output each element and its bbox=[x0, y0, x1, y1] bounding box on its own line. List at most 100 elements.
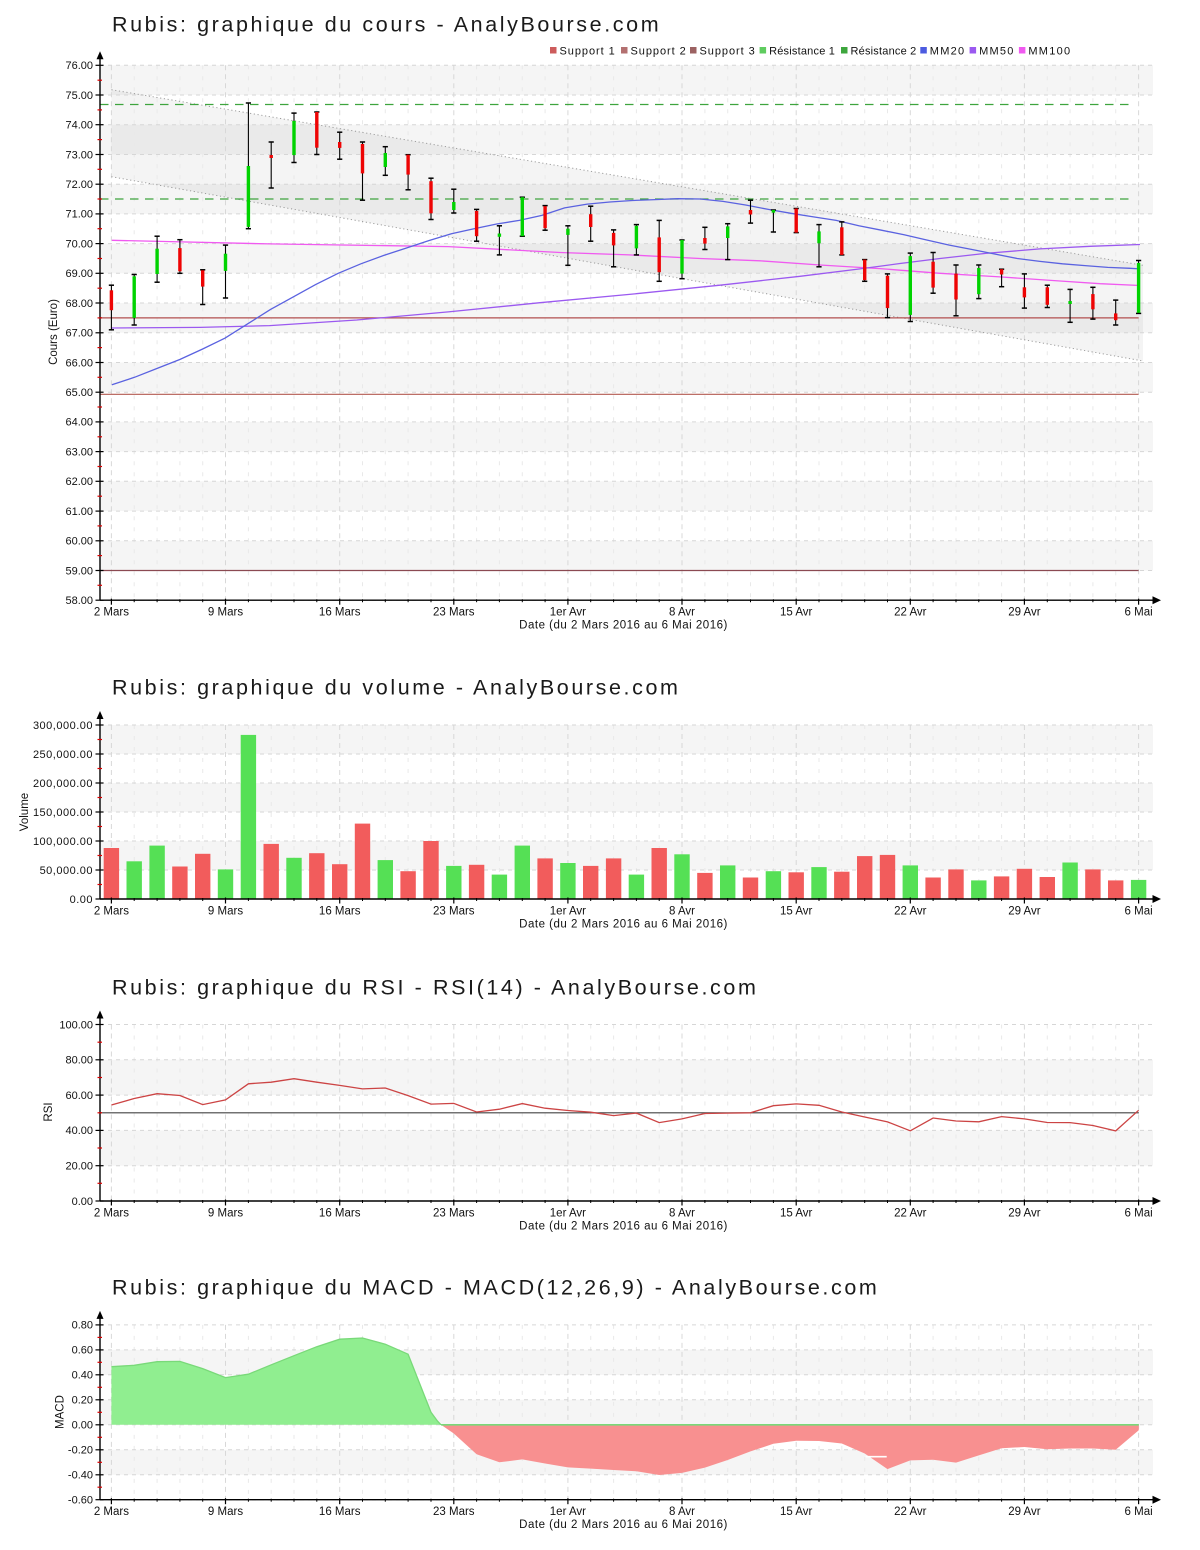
svg-text:50,000.00: 50,000.00 bbox=[40, 865, 93, 877]
svg-text:58.00: 58.00 bbox=[65, 595, 93, 607]
svg-text:2 Mars: 2 Mars bbox=[94, 1506, 129, 1518]
svg-text:65.00: 65.00 bbox=[65, 387, 93, 399]
svg-text:16 Mars: 16 Mars bbox=[319, 1506, 361, 1518]
svg-text:40.00: 40.00 bbox=[65, 1125, 93, 1137]
svg-text:29 Avr: 29 Avr bbox=[1008, 607, 1041, 619]
svg-text:22 Avr: 22 Avr bbox=[894, 1208, 927, 1220]
svg-text:MM100: MM100 bbox=[1028, 46, 1071, 58]
svg-text:1er Avr: 1er Avr bbox=[550, 607, 586, 619]
svg-text:9 Mars: 9 Mars bbox=[208, 607, 243, 619]
svg-text:23 Mars: 23 Mars bbox=[433, 1208, 475, 1220]
svg-text:68.00: 68.00 bbox=[65, 298, 93, 310]
svg-text:150,000.00: 150,000.00 bbox=[33, 807, 93, 819]
svg-text:16 Mars: 16 Mars bbox=[319, 906, 361, 918]
svg-text:8 Avr: 8 Avr bbox=[669, 1208, 695, 1220]
svg-text:8 Avr: 8 Avr bbox=[669, 1506, 695, 1518]
svg-text:0.00: 0.00 bbox=[72, 1196, 93, 1208]
svg-text:250,000.00: 250,000.00 bbox=[33, 749, 93, 761]
svg-text:66.00: 66.00 bbox=[65, 357, 93, 369]
svg-text:15 Avr: 15 Avr bbox=[780, 1506, 813, 1518]
svg-text:6 Mai: 6 Mai bbox=[1125, 1506, 1153, 1518]
svg-text:15 Avr: 15 Avr bbox=[780, 1208, 813, 1220]
svg-text:100,000.00: 100,000.00 bbox=[33, 836, 93, 848]
svg-text:100.00: 100.00 bbox=[59, 1019, 93, 1031]
svg-text:Date (du 2 Mars 2016 au 6 Mai: Date (du 2 Mars 2016 au 6 Mai 2016) bbox=[519, 620, 728, 632]
svg-text:8 Avr: 8 Avr bbox=[669, 607, 695, 619]
svg-text:63.00: 63.00 bbox=[65, 446, 93, 458]
svg-text:2 Mars: 2 Mars bbox=[94, 1208, 129, 1220]
svg-text:22 Avr: 22 Avr bbox=[894, 607, 927, 619]
svg-text:Rubis: graphique du volume - A: Rubis: graphique du volume - AnalyBourse… bbox=[112, 676, 681, 700]
svg-text:67.00: 67.00 bbox=[65, 328, 93, 340]
svg-text:74.00: 74.00 bbox=[65, 120, 93, 132]
svg-text:1er Avr: 1er Avr bbox=[550, 1506, 586, 1518]
svg-text:22 Avr: 22 Avr bbox=[894, 906, 927, 918]
svg-text:Date (du 2 Mars 2016 au 6 Mai: Date (du 2 Mars 2016 au 6 Mai 2016) bbox=[519, 1519, 728, 1531]
svg-text:1er Avr: 1er Avr bbox=[550, 906, 586, 918]
svg-text:Support 1: Support 1 bbox=[560, 46, 616, 58]
svg-text:71.00: 71.00 bbox=[65, 209, 93, 221]
svg-text:Support 3: Support 3 bbox=[700, 46, 756, 58]
svg-text:0.20: 0.20 bbox=[72, 1395, 93, 1407]
svg-text:-0.40: -0.40 bbox=[68, 1470, 93, 1482]
svg-text:200,000.00: 200,000.00 bbox=[33, 778, 93, 790]
svg-text:Date (du 2 Mars 2016 au 6 Mai: Date (du 2 Mars 2016 au 6 Mai 2016) bbox=[519, 1221, 728, 1233]
svg-text:Rubis: graphique du MACD - MAC: Rubis: graphique du MACD - MACD(12,26,9)… bbox=[112, 1276, 879, 1300]
svg-text:23 Mars: 23 Mars bbox=[433, 1506, 475, 1518]
svg-text:Date (du 2 Mars 2016 au 6 Mai: Date (du 2 Mars 2016 au 6 Mai 2016) bbox=[519, 919, 728, 931]
svg-text:60.00: 60.00 bbox=[65, 536, 93, 548]
svg-text:15 Avr: 15 Avr bbox=[780, 607, 813, 619]
svg-text:0.80: 0.80 bbox=[72, 1320, 93, 1332]
svg-text:9 Mars: 9 Mars bbox=[208, 906, 243, 918]
svg-text:23 Mars: 23 Mars bbox=[433, 607, 475, 619]
svg-text:62.00: 62.00 bbox=[65, 476, 93, 488]
svg-text:60.00: 60.00 bbox=[65, 1090, 93, 1102]
svg-text:Résistance 2: Résistance 2 bbox=[851, 46, 917, 58]
svg-text:MM20: MM20 bbox=[930, 46, 966, 58]
svg-text:29 Avr: 29 Avr bbox=[1008, 906, 1041, 918]
svg-text:22 Avr: 22 Avr bbox=[894, 1506, 927, 1518]
svg-text:0.00: 0.00 bbox=[70, 894, 93, 906]
svg-text:29 Avr: 29 Avr bbox=[1008, 1208, 1041, 1220]
svg-text:70.00: 70.00 bbox=[65, 238, 93, 250]
svg-text:8 Avr: 8 Avr bbox=[669, 906, 695, 918]
svg-text:0.40: 0.40 bbox=[72, 1370, 93, 1382]
svg-text:0.00: 0.00 bbox=[72, 1420, 93, 1432]
svg-text:Rubis: graphique du RSI - RSI(: Rubis: graphique du RSI - RSI(14) - Anal… bbox=[112, 976, 758, 1000]
svg-text:72.00: 72.00 bbox=[65, 179, 93, 191]
svg-text:Rubis: graphique du cours - An: Rubis: graphique du cours - AnalyBourse.… bbox=[112, 13, 661, 37]
svg-text:6 Mai: 6 Mai bbox=[1125, 1208, 1153, 1220]
svg-text:MM50: MM50 bbox=[979, 46, 1015, 58]
svg-text:9 Mars: 9 Mars bbox=[208, 1208, 243, 1220]
svg-text:76.00: 76.00 bbox=[65, 60, 93, 72]
svg-text:Cours (Euro): Cours (Euro) bbox=[48, 299, 60, 365]
svg-text:-0.20: -0.20 bbox=[68, 1445, 93, 1457]
svg-text:69.00: 69.00 bbox=[65, 268, 93, 280]
svg-text:64.00: 64.00 bbox=[65, 417, 93, 429]
svg-text:20.00: 20.00 bbox=[65, 1161, 93, 1173]
svg-text:Volume: Volume bbox=[19, 793, 31, 831]
svg-text:Support 2: Support 2 bbox=[631, 46, 687, 58]
svg-text:6 Mai: 6 Mai bbox=[1125, 906, 1153, 918]
svg-text:1er Avr: 1er Avr bbox=[550, 1208, 586, 1220]
svg-text:-0.60: -0.60 bbox=[68, 1495, 93, 1507]
svg-text:16 Mars: 16 Mars bbox=[319, 607, 361, 619]
svg-text:2 Mars: 2 Mars bbox=[94, 607, 129, 619]
svg-text:23 Mars: 23 Mars bbox=[433, 906, 475, 918]
svg-text:9 Mars: 9 Mars bbox=[208, 1506, 243, 1518]
svg-text:80.00: 80.00 bbox=[65, 1055, 93, 1067]
svg-text:59.00: 59.00 bbox=[65, 565, 93, 577]
svg-text:73.00: 73.00 bbox=[65, 149, 93, 161]
svg-text:29 Avr: 29 Avr bbox=[1008, 1506, 1041, 1518]
svg-text:2 Mars: 2 Mars bbox=[94, 906, 129, 918]
svg-text:Résistance 1: Résistance 1 bbox=[769, 46, 835, 58]
svg-text:61.00: 61.00 bbox=[65, 506, 93, 518]
svg-text:0.60: 0.60 bbox=[72, 1345, 93, 1357]
svg-text:16 Mars: 16 Mars bbox=[319, 1208, 361, 1220]
svg-text:MACD: MACD bbox=[55, 1395, 67, 1429]
svg-text:75.00: 75.00 bbox=[65, 90, 93, 102]
svg-text:6 Mai: 6 Mai bbox=[1125, 607, 1153, 619]
svg-text:15 Avr: 15 Avr bbox=[780, 906, 813, 918]
svg-text:RSI: RSI bbox=[43, 1102, 55, 1121]
svg-text:300,000.00: 300,000.00 bbox=[33, 720, 93, 732]
